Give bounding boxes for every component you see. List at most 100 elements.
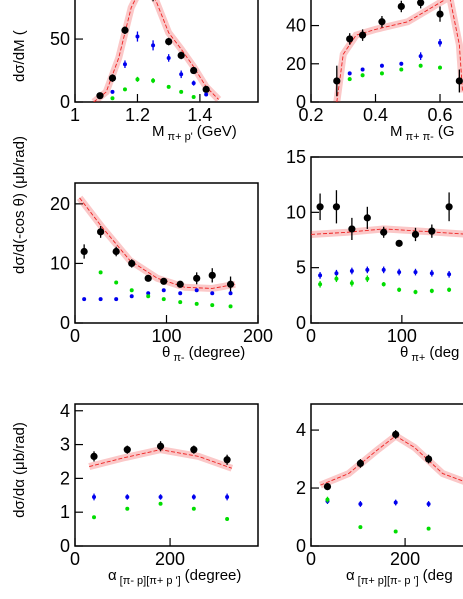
data-point [122, 62, 127, 67]
x-label-symbol: α [108, 567, 117, 584]
data-point [121, 26, 129, 34]
data-point [447, 272, 452, 277]
x-axis-label: θ π+ (deg [400, 344, 459, 364]
y-tick-label: 0 [296, 313, 306, 333]
data-point [190, 446, 198, 454]
x-tick-label: 1.2 [125, 105, 150, 125]
panel: 0 200 0 2 4 α [π+ p][π- p '] (deg [296, 403, 463, 587]
data-point [193, 274, 201, 282]
data-point [358, 525, 363, 530]
plot-area [311, 190, 463, 295]
data-point [359, 31, 367, 39]
data-point [151, 43, 156, 48]
data-point [349, 268, 354, 273]
data-point [379, 63, 384, 68]
x-tick-label: 200 [155, 549, 185, 569]
data-point [204, 92, 209, 97]
model-band [333, 0, 463, 102]
data-point [179, 89, 184, 94]
data-point [144, 274, 152, 282]
data-point [413, 290, 418, 295]
data-point [210, 291, 215, 296]
x-label-symbol: M [152, 123, 165, 140]
data-point [158, 494, 163, 499]
data-point [123, 446, 131, 454]
x-label-subscript: π- [173, 352, 185, 364]
panel: 0 200 0 1 2 3 4 α [π- p][π+ p '] (degree) dσ/dα (μ… [11, 401, 259, 587]
x-axis-label: α [π- p][π+ p '] (degree) [108, 567, 241, 587]
data-point [378, 18, 386, 26]
data-point [417, 0, 425, 7]
y-tick-label: 5 [296, 258, 306, 278]
data-point [447, 287, 452, 292]
y-tick-label: 1 [60, 502, 70, 522]
data-point [325, 497, 330, 502]
x-tick-label: 0 [70, 326, 80, 346]
data-point [146, 291, 151, 296]
y-tick-label: 50 [50, 29, 70, 49]
data-point [425, 455, 433, 463]
data-point [318, 273, 323, 278]
data-point [360, 73, 365, 78]
y-tick-label: 3 [60, 435, 70, 455]
data-point [194, 288, 199, 293]
data-point [225, 516, 230, 521]
y-tick-label: 0 [60, 92, 70, 112]
x-tick-label: 0.4 [363, 105, 388, 125]
data-point [202, 85, 210, 94]
x-tick-label: 0.6 [427, 105, 452, 125]
data-point [112, 247, 120, 256]
data-point [156, 442, 165, 450]
data-point [334, 276, 339, 281]
data-point [97, 228, 105, 236]
y-tick-label: 20 [286, 54, 306, 74]
data-point [348, 225, 356, 233]
data-point [349, 281, 354, 286]
data-point [436, 10, 444, 18]
data-point [332, 203, 341, 211]
data-point [158, 501, 163, 506]
x-tick-label: 1.4 [187, 105, 212, 125]
y-axis-label: dσ/dα (μb/rad) [11, 422, 28, 518]
data-point [125, 494, 130, 499]
x-tick-label: 0 [306, 549, 316, 569]
data-point [151, 78, 156, 83]
y-tick-label: 0 [60, 313, 70, 333]
x-label-unit: (G [438, 123, 455, 140]
data-point [82, 297, 87, 302]
data-point [179, 72, 184, 77]
plot-area [333, 0, 463, 102]
data-point [397, 287, 402, 292]
panel: 0.2 0.4 0.6 0 20 40 M π+ π- (G [286, 0, 463, 143]
data-point [210, 303, 215, 308]
data-point [381, 267, 386, 272]
data-point [176, 280, 184, 288]
data-point [358, 501, 363, 506]
model-band [319, 431, 463, 489]
x-tick-label: 200 [390, 549, 420, 569]
x-label-subscript: π+ [411, 352, 425, 364]
data-point [166, 84, 171, 89]
data-point [194, 301, 199, 306]
panel: 0 100 200 0 10 20 θ π- (degree) dσ/d(-cos θ) (μb/… [11, 136, 273, 364]
x-tick-label: 0 [70, 549, 80, 569]
plot-frame [74, 0, 259, 103]
y-axis-label: dσ/dM ( [11, 30, 28, 82]
data-point [190, 66, 198, 75]
data-point [135, 77, 140, 82]
data-point [365, 276, 370, 281]
y-tick-label: 0 [296, 536, 306, 556]
plot-area [91, 0, 222, 102]
data-point [418, 54, 423, 59]
data-point [438, 65, 443, 70]
data-point [80, 247, 88, 256]
data-point [108, 74, 117, 82]
data-point [226, 280, 235, 288]
data-point [428, 227, 436, 235]
panel: 0 100 0 5 10 15 θ π+ (deg [286, 147, 463, 364]
data-point [347, 77, 352, 82]
x-label-unit: (degree) [185, 567, 242, 584]
data-point [426, 526, 431, 531]
